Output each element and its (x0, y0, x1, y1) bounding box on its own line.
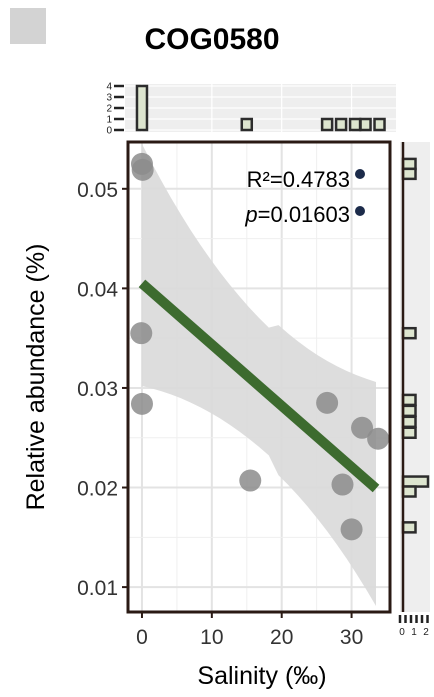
p-value-dot (355, 206, 365, 216)
right-hist-bar (401, 475, 430, 488)
data-point (239, 469, 262, 492)
right-hist-bar (401, 521, 417, 534)
data-point (316, 391, 339, 414)
data-point (131, 158, 154, 181)
data-point (367, 427, 390, 450)
right-hist-bar (401, 415, 417, 429)
x-tick-label: 10 (200, 626, 223, 649)
r-squared-label: R²=0.4783 (247, 167, 350, 192)
stats-annotations: R²=0.4783 p=0.01603 (244, 167, 365, 227)
legend-badge (10, 8, 46, 44)
top-hist-bar (348, 117, 362, 132)
y-tick-label: 0.02 (77, 478, 118, 501)
top-hist-tick-label: 4 (106, 82, 112, 93)
data-point (331, 473, 354, 496)
p-symbol: p (244, 202, 257, 227)
top-hist-bar (320, 117, 334, 132)
top-hist-tick-label: 3 (106, 93, 112, 104)
top-hist-bar (135, 84, 149, 132)
data-point (130, 322, 153, 345)
x-axis-label: Salinity (‰) (197, 662, 326, 690)
right-hist-bar (401, 326, 417, 340)
x-tick-label: 0 (136, 626, 148, 649)
top-hist-bar (334, 117, 348, 132)
right-histogram-panel (400, 142, 430, 612)
top-hist-bar (240, 117, 254, 132)
right-hist-bar (401, 393, 417, 407)
right-hist-bar (401, 426, 417, 440)
top-hist-tick-label: 1 (106, 115, 112, 126)
right-hist-tick-label: 0 (399, 627, 405, 638)
y-tick-label: 0.04 (77, 278, 118, 301)
confidence-band (142, 144, 376, 606)
chart-title: COG0580 (144, 23, 279, 56)
right-hist-tick-label: 1 (411, 627, 417, 638)
x-tick-label: 20 (270, 626, 293, 649)
p-value-label: p=0.01603 (244, 202, 350, 227)
data-point (351, 416, 374, 439)
p-value: =0.01603 (258, 202, 350, 227)
y-axis-label: Relative abundance (%) (22, 244, 50, 511)
data-point (130, 392, 153, 415)
x-tick-label: 30 (340, 626, 363, 649)
top-hist-tick-label: 2 (106, 104, 112, 115)
right-hist-bar (401, 157, 417, 171)
regression-line (138, 279, 380, 493)
y-tick-label: 0.01 (77, 577, 118, 600)
right-hist-bar (401, 404, 417, 418)
plot-border (126, 140, 392, 614)
top-hist-bar (359, 117, 372, 132)
top-hist-tick-label: 0 (106, 126, 112, 137)
right-hist-tick-label: 2 (423, 627, 429, 638)
data-point (340, 518, 363, 541)
y-tick-label: 0.05 (77, 179, 118, 202)
right-hist-bar (401, 167, 417, 181)
r-squared-dot (355, 169, 365, 179)
y-tick-label: 0.03 (77, 378, 118, 401)
right-hist-bar (401, 485, 417, 498)
main-plot: 0.01 0.02 0.03 0.04 0.05 0 10 20 30 (77, 140, 392, 649)
top-hist-bar (373, 117, 386, 132)
